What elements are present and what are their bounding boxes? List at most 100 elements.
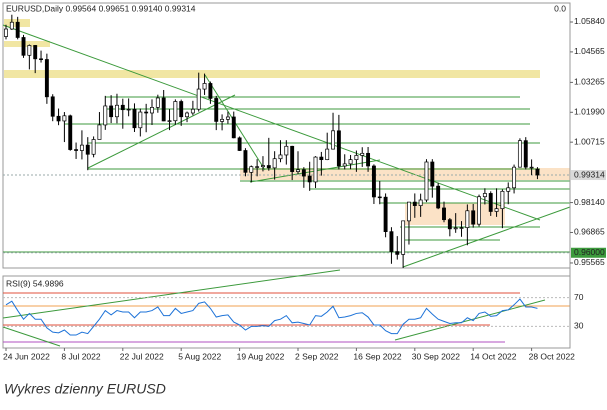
candle-body <box>442 207 446 221</box>
candle-body <box>296 169 300 172</box>
candle-body <box>150 107 154 114</box>
candle-body <box>266 165 271 169</box>
rsi-panel <box>2 275 571 349</box>
candle-body <box>62 115 67 122</box>
candle-body <box>319 156 324 161</box>
y-tick-label: 1.03265 <box>574 77 605 87</box>
candle-body <box>9 21 14 30</box>
y-tick-label: 0.96865 <box>574 227 605 237</box>
candle-body <box>132 108 137 129</box>
candle-body <box>424 161 429 201</box>
candle-body <box>383 196 388 233</box>
y-tick-label: 0.95565 <box>574 257 605 267</box>
x-tick-label: 19 Aug 2022 <box>237 351 285 361</box>
candle-body <box>196 88 201 110</box>
candle-body <box>79 144 84 151</box>
candle-body <box>506 187 511 192</box>
candle-body <box>477 196 481 225</box>
candle-body <box>85 144 90 155</box>
candle-body <box>389 231 394 252</box>
level-label: 0.99314 <box>574 169 605 179</box>
level-label-box <box>571 247 606 258</box>
candle-body <box>331 130 335 150</box>
candle-body <box>144 111 149 114</box>
candle-body <box>44 59 49 98</box>
x-tick-label: 5 Aug 2022 <box>178 351 221 361</box>
candle-body <box>214 98 219 122</box>
y-tick-label: 0.98140 <box>574 197 605 207</box>
price-panel <box>2 2 571 269</box>
zone <box>4 41 50 47</box>
candle-body <box>325 148 330 161</box>
candle-body <box>190 108 195 114</box>
candle-body <box>272 158 277 169</box>
y-tick-label: 30 <box>574 321 584 331</box>
x-tick-label: 2 Sep 2022 <box>295 351 339 361</box>
candle-body <box>103 105 108 126</box>
candle-body <box>488 193 493 212</box>
candle-body <box>97 124 102 140</box>
candle-body <box>33 45 38 60</box>
candle-body <box>465 210 470 229</box>
candle-body <box>342 163 347 167</box>
x-tick-label: 16 Sep 2022 <box>353 351 401 361</box>
candle-body <box>360 152 365 156</box>
zone <box>4 70 540 78</box>
candle-body <box>471 210 476 225</box>
rsi-title: RSI(9) 54.9896 <box>6 278 64 288</box>
candle-body <box>313 156 318 183</box>
level-label: 0.96000 <box>574 247 605 257</box>
rsi-annotation-lines <box>2 269 570 347</box>
candle-body <box>120 104 125 111</box>
corner-value: 0.0 <box>554 3 566 13</box>
candle-body <box>243 150 248 173</box>
candle-body <box>348 159 353 165</box>
candle-body <box>138 111 143 129</box>
candle-body <box>371 165 376 198</box>
y-tick-label: 1.05840 <box>574 16 605 26</box>
candle-body <box>68 115 73 150</box>
candle-body <box>494 208 499 212</box>
caption: Wykres dzienny EURUSD <box>4 381 166 397</box>
x-tick-label: 14 Oct 2022 <box>470 351 517 361</box>
candle-body <box>447 219 452 230</box>
candle-body <box>412 201 417 206</box>
y-tick-label: 1.04565 <box>574 46 605 56</box>
x-tick-label: 8 Jul 2022 <box>61 351 100 361</box>
candle-body <box>15 21 20 38</box>
candle-body <box>430 161 435 187</box>
candle-body <box>459 227 464 229</box>
candle-body <box>500 190 505 210</box>
candle-body <box>529 166 534 169</box>
candle-body <box>115 104 119 118</box>
candle-body <box>56 115 61 122</box>
candle-body <box>255 166 260 168</box>
candle-body <box>225 116 230 120</box>
candle-body <box>179 101 184 118</box>
rsi-line <box>5 298 538 336</box>
candle-body <box>284 145 289 156</box>
candle-body <box>39 58 43 60</box>
candle-body <box>407 201 411 222</box>
candle-body <box>512 166 517 189</box>
candle-body <box>453 227 458 230</box>
candle-body <box>167 120 172 122</box>
candle-body <box>307 175 312 183</box>
candle-body <box>155 97 160 108</box>
y-tick-label: 70 <box>574 292 584 302</box>
candle-body <box>523 140 528 168</box>
header: EURUSD,Daily 0.99564 0.99651 0.99140 0.9… <box>6 3 196 13</box>
x-tick-label: 30 Sep 2022 <box>412 351 460 361</box>
candle-body <box>290 145 295 172</box>
x-tick-label: 22 Jul 2022 <box>120 351 164 361</box>
candle-body <box>126 108 131 111</box>
candle-body <box>208 83 213 99</box>
x-tick-label: 24 Jun 2022 <box>3 351 50 361</box>
level-label-box <box>571 170 606 181</box>
candle-body <box>261 165 265 168</box>
candle-body <box>301 169 306 177</box>
candle-body <box>185 112 189 118</box>
candle-body <box>517 140 522 168</box>
candle-body <box>237 137 242 151</box>
